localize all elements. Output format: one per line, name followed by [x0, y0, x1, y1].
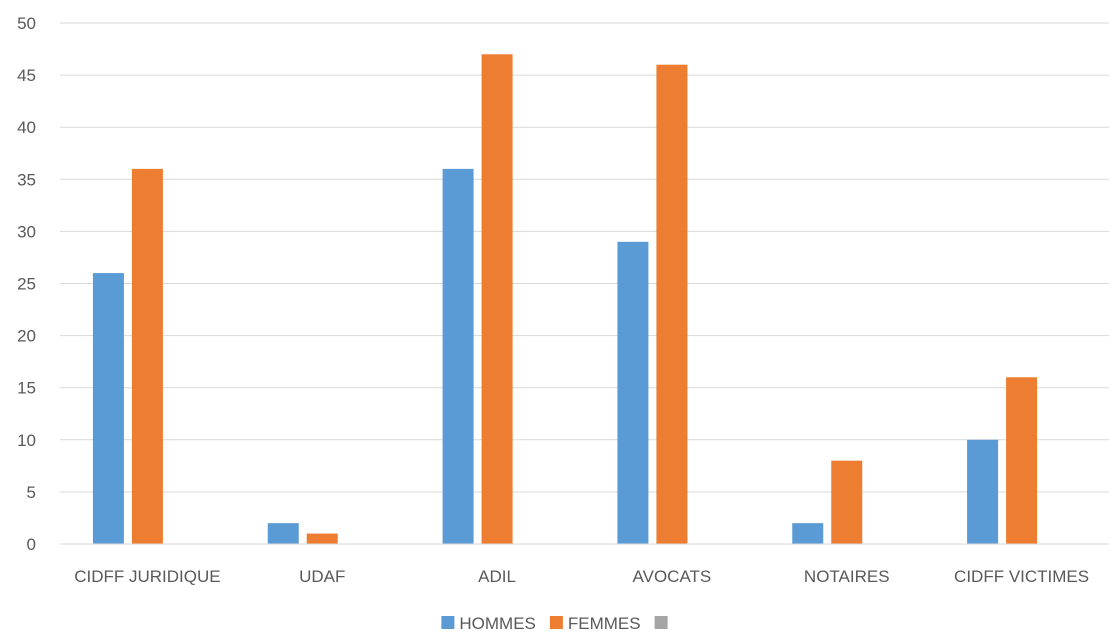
x-tick-label: NOTAIRES [804, 567, 890, 586]
y-tick-label: 25 [17, 275, 36, 294]
y-tick-label: 35 [17, 170, 36, 189]
y-tick-label: 30 [17, 222, 36, 241]
x-tick-label: AVOCATS [633, 567, 712, 586]
y-tick-label: 0 [27, 535, 36, 554]
bar-hommes-0 [93, 273, 124, 544]
bar-femmes-4 [831, 461, 862, 544]
legend-label: FEMMES [568, 614, 641, 633]
x-tick-label: ADIL [478, 567, 516, 586]
y-tick-label: 50 [17, 14, 36, 33]
bar-femmes-2 [482, 54, 513, 544]
gridlines [60, 23, 1109, 492]
y-tick-label: 20 [17, 327, 36, 346]
bar-hommes-5 [967, 440, 998, 544]
bar-femmes-0 [132, 169, 163, 544]
legend: HOMMES FEMMES [441, 614, 667, 633]
y-tick-label: 15 [17, 379, 36, 398]
bar-femmes-1 [307, 534, 338, 544]
bar-femmes-3 [656, 65, 687, 544]
y-tick-label: 5 [27, 483, 36, 502]
legend-swatch [655, 616, 668, 629]
x-tick-label: UDAF [299, 567, 345, 586]
x-axis-labels: CIDFF JURIDIQUE UDAF ADIL AVOCATS NOTAIRES CI… [74, 567, 1089, 586]
bars [93, 54, 1037, 544]
y-tick-label: 45 [17, 66, 36, 85]
y-tick-label: 40 [17, 118, 36, 137]
bar-hommes-2 [443, 169, 474, 544]
x-tick-label: CIDFF JURIDIQUE [74, 567, 220, 586]
bar-hommes-3 [617, 242, 648, 544]
bar-hommes-1 [268, 523, 299, 544]
bar-femmes-5 [1006, 377, 1037, 544]
legend-label: HOMMES [459, 614, 536, 633]
x-tick-label: CIDFF VICTIMES [954, 567, 1089, 586]
y-tick-label: 10 [17, 431, 36, 450]
legend-swatch [441, 616, 454, 629]
y-axis-ticks: 0 5 10 15 20 25 30 35 40 45 50 [17, 14, 36, 554]
bar-hommes-4 [792, 523, 823, 544]
legend-swatch [550, 616, 563, 629]
